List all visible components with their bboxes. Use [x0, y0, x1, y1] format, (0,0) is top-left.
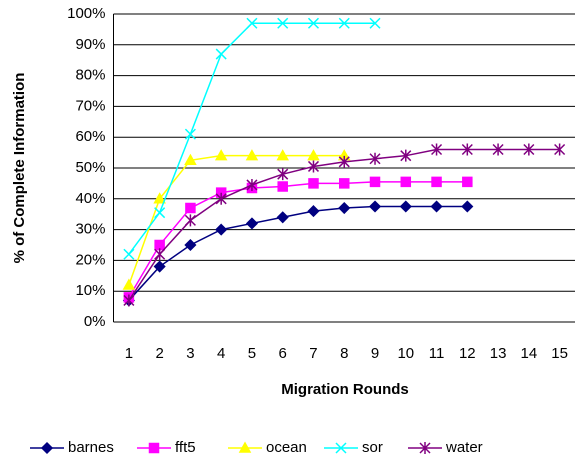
y-tick-label: 100% [67, 5, 105, 22]
marker [492, 143, 504, 156]
y-tick-label: 70% [75, 97, 105, 114]
x-tick-label: 7 [309, 345, 317, 362]
marker [368, 200, 382, 213]
x-tick-label: 2 [155, 345, 163, 362]
x-tick-label: 14 [521, 345, 538, 362]
marker [338, 155, 350, 168]
marker [400, 149, 412, 162]
marker [277, 181, 288, 192]
legend-label: fft5 [175, 439, 196, 456]
y-axis-title: % of Complete Information [11, 73, 28, 264]
marker [461, 143, 473, 156]
y-tick-label: 50% [75, 159, 105, 176]
y-tick-label: 40% [75, 190, 105, 207]
legend-label: barnes [68, 439, 114, 456]
y-tick-label: 10% [75, 282, 105, 299]
x-tick-label: 15 [551, 345, 568, 362]
x-tick-label: 13 [490, 345, 507, 362]
marker [123, 294, 135, 307]
marker [185, 202, 196, 214]
legend-marker [148, 442, 160, 454]
marker [431, 143, 443, 156]
marker [154, 248, 166, 261]
legend-label: ocean [266, 439, 307, 456]
x-tick-label: 10 [397, 345, 414, 362]
marker [369, 17, 381, 29]
marker [338, 17, 350, 29]
marker [307, 205, 320, 218]
x-tick-label: 11 [429, 345, 445, 362]
marker [215, 223, 228, 236]
marker [307, 17, 320, 29]
marker [338, 201, 351, 215]
y-tick-label: 30% [75, 221, 105, 238]
marker [123, 248, 135, 260]
marker [462, 176, 473, 188]
marker [245, 149, 259, 161]
marker [245, 217, 259, 230]
marker [339, 178, 350, 189]
x-tick-label: 9 [371, 345, 379, 362]
marker [307, 160, 320, 173]
marker [215, 192, 227, 205]
y-tick-label: 20% [75, 251, 105, 268]
marker [153, 192, 166, 204]
series-line [128, 148, 560, 301]
y-tick-label: 60% [75, 128, 105, 145]
y-tick-label: 80% [75, 67, 105, 84]
marker [154, 239, 165, 251]
x-tick-label: 4 [217, 345, 225, 362]
y-tick-label: 90% [75, 36, 105, 53]
marker [184, 128, 196, 140]
marker [461, 200, 474, 213]
marker [523, 143, 535, 156]
legend-marker [238, 441, 252, 453]
marker [184, 214, 196, 227]
marker [122, 278, 136, 290]
marker [308, 178, 319, 189]
marker [153, 260, 166, 273]
marker [246, 17, 258, 29]
legend-marker [40, 441, 54, 455]
marker [307, 149, 320, 161]
legend-label: sor [362, 439, 383, 456]
y-tick-label: 0% [84, 313, 106, 330]
marker [369, 152, 381, 165]
marker [554, 143, 566, 156]
marker [277, 17, 289, 29]
marker [246, 178, 258, 191]
x-tick-label: 6 [279, 345, 287, 362]
marker [276, 211, 289, 224]
x-axis-title: Migration Rounds [281, 381, 409, 398]
marker [215, 48, 227, 60]
legend-marker [419, 442, 431, 454]
marker [276, 149, 289, 161]
legend-marker [335, 442, 347, 454]
marker [430, 200, 443, 213]
x-tick-label: 8 [340, 345, 348, 362]
marker [184, 238, 197, 252]
x-tick-label: 12 [459, 345, 476, 362]
x-tick-label: 5 [248, 345, 256, 362]
marker [399, 200, 412, 213]
marker [369, 176, 381, 188]
marker [431, 176, 442, 188]
legend-label: water [445, 439, 483, 456]
marker [400, 176, 412, 188]
x-tick-label: 3 [186, 345, 194, 362]
marker [154, 207, 166, 219]
series-line [128, 154, 345, 286]
marker [184, 153, 197, 166]
marker [214, 149, 228, 161]
x-tick-label: 1 [125, 345, 133, 362]
marker [277, 168, 289, 181]
